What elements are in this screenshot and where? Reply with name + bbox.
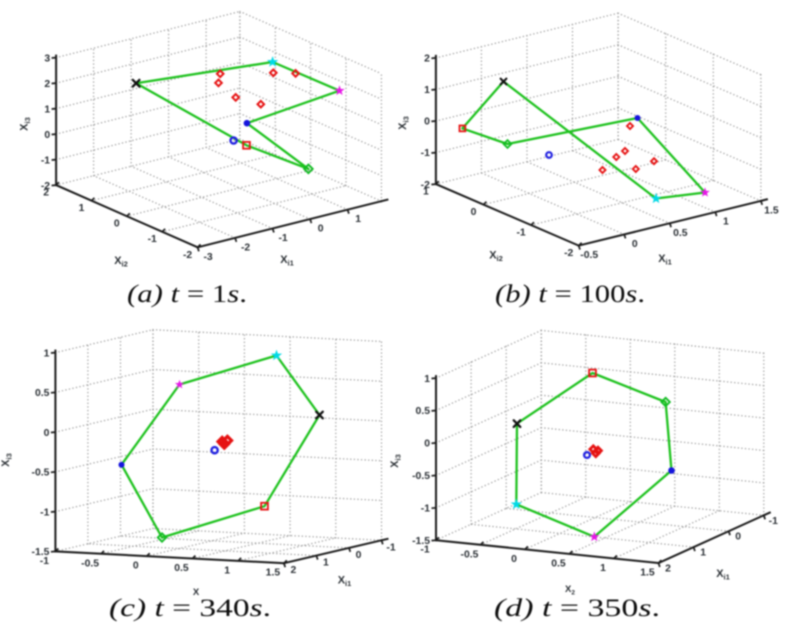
- svg-text:-3: -3: [203, 252, 212, 263]
- svg-text:2: 2: [424, 54, 430, 65]
- svg-text:-2: -2: [564, 248, 573, 259]
- svg-text:0: 0: [318, 224, 324, 235]
- svg-text:0: 0: [356, 550, 362, 561]
- svg-text:1: 1: [600, 563, 606, 574]
- svg-text:1: 1: [44, 104, 50, 115]
- svg-text:-1: -1: [421, 148, 430, 159]
- svg-text:-1: -1: [386, 542, 395, 553]
- svg-text:1: 1: [224, 565, 230, 576]
- svg-text:1: 1: [700, 548, 706, 559]
- svg-text:-2: -2: [421, 180, 430, 191]
- svg-text:1.5: 1.5: [640, 568, 655, 579]
- svg-text:-1: -1: [769, 516, 778, 527]
- svg-text:-0.5: -0.5: [412, 471, 430, 482]
- svg-text:1: 1: [355, 214, 361, 225]
- svg-text:-0.5: -0.5: [580, 250, 598, 261]
- svg-text:0: 0: [511, 554, 517, 565]
- svg-text:1: 1: [424, 85, 430, 96]
- svg-text:0: 0: [133, 561, 139, 572]
- svg-text:X2: X2: [565, 584, 575, 597]
- svg-text:-1: -1: [148, 234, 157, 245]
- svg-text:0: 0: [44, 130, 50, 141]
- svg-text:0.5: 0.5: [174, 563, 189, 574]
- svg-text:(a) t = 1s.: (a) t = 1 s.: [127, 281, 247, 308]
- svg-text:2: 2: [44, 79, 50, 90]
- svg-text:-0.5: -0.5: [81, 558, 99, 569]
- svg-text:-2: -2: [41, 181, 50, 192]
- svg-text:0: 0: [735, 532, 741, 543]
- svg-text:X: X: [193, 587, 200, 598]
- svg-text:-1: -1: [41, 155, 50, 166]
- svg-text:2: 2: [43, 188, 49, 199]
- svg-text:1: 1: [423, 187, 429, 198]
- svg-text:2: 2: [665, 564, 671, 575]
- svg-text:1: 1: [44, 348, 50, 359]
- svg-text:0.5: 0.5: [416, 406, 431, 417]
- svg-text:0: 0: [114, 219, 120, 230]
- svg-text:0: 0: [424, 439, 430, 450]
- svg-text:3: 3: [44, 53, 50, 64]
- svg-text:1: 1: [79, 203, 85, 214]
- svg-text:1: 1: [723, 217, 729, 228]
- svg-text:0: 0: [424, 117, 430, 128]
- svg-text:1.5: 1.5: [266, 568, 281, 579]
- svg-text:-0.5: -0.5: [461, 549, 479, 560]
- svg-text:0: 0: [44, 428, 50, 439]
- svg-text:-0.5: -0.5: [31, 468, 49, 479]
- svg-text:0.5: 0.5: [35, 388, 50, 399]
- svg-text:-1: -1: [516, 228, 525, 239]
- svg-text:-2: -2: [241, 242, 250, 253]
- svg-text:-1: -1: [421, 504, 430, 515]
- svg-text:-1: -1: [40, 507, 49, 518]
- svg-text:1: 1: [323, 558, 329, 569]
- svg-text:0: 0: [632, 239, 638, 250]
- svg-text:-1.5: -1.5: [412, 536, 430, 547]
- svg-text:0.5: 0.5: [551, 558, 566, 569]
- svg-text:-2: -2: [183, 250, 192, 261]
- svg-text:-1: -1: [278, 233, 287, 244]
- svg-text:-1.5: -1.5: [31, 547, 49, 558]
- svg-text:0: 0: [471, 207, 477, 218]
- svg-text:-1: -1: [40, 556, 49, 567]
- svg-text:1.5: 1.5: [764, 205, 779, 216]
- svg-text:2: 2: [291, 565, 297, 576]
- svg-text:0.5: 0.5: [673, 228, 688, 239]
- svg-text:1: 1: [424, 374, 430, 385]
- svg-text:-1: -1: [420, 545, 429, 556]
